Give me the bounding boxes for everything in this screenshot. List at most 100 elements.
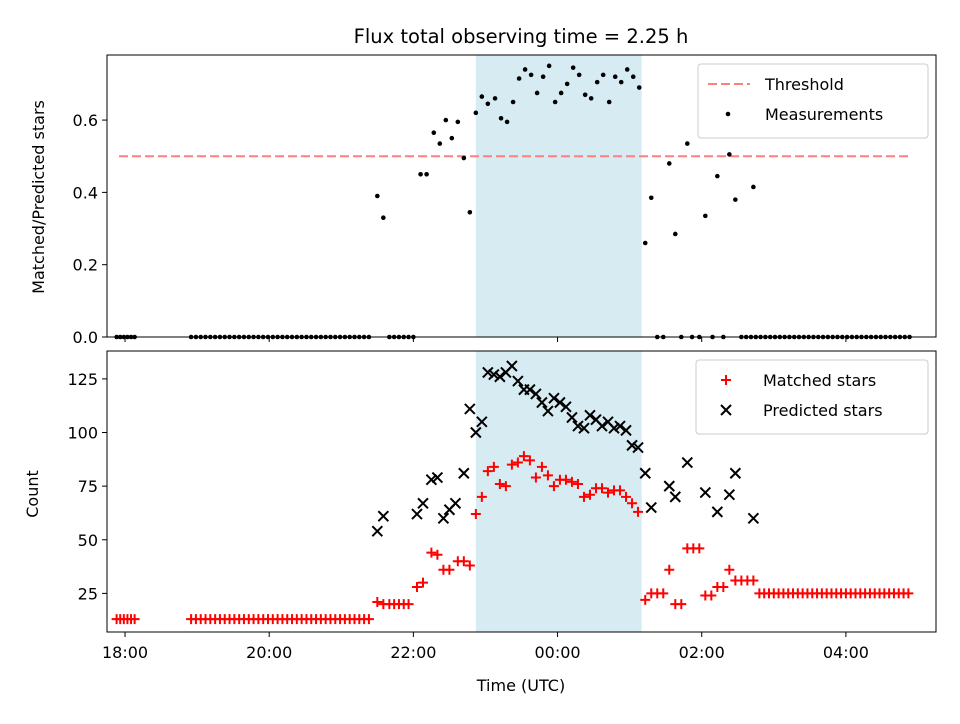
data-point [584, 409, 596, 422]
data-point [608, 422, 620, 434]
data-point [492, 96, 498, 101]
axes-frame [106, 54, 937, 338]
data-point [733, 197, 738, 202]
x-tick-label: 02:00 [679, 643, 725, 662]
panel-1: 0.0 0.2 0.4 0.6 Threshold Measurements [73, 54, 937, 347]
data-point [455, 119, 461, 125]
y-tick-label: 0.4 [73, 183, 98, 202]
y-tick-label: 100 [67, 424, 98, 443]
data-point [572, 420, 584, 432]
data-point [467, 209, 473, 215]
data-point [552, 99, 558, 105]
data-point [470, 509, 481, 520]
data-point [566, 411, 578, 424]
panel-2: 25 50 75 100 125 18:00 20:00 22:00 00:00 02:00 04:… [67, 350, 937, 662]
data-point [615, 485, 626, 496]
data-point [500, 481, 511, 492]
data-point [437, 512, 450, 525]
data-point [530, 388, 542, 400]
data-point [612, 74, 618, 79]
series-1 [111, 451, 914, 625]
data-point [582, 92, 588, 98]
data-point [506, 459, 517, 470]
data-point [576, 72, 582, 78]
legend-swatch [720, 404, 732, 416]
data-point [558, 90, 564, 96]
data-point [564, 81, 570, 87]
data-point [627, 498, 638, 509]
axes-frame [106, 350, 937, 633]
data-point [718, 581, 729, 592]
data-point [694, 543, 705, 554]
data-point [512, 457, 523, 468]
data-point [663, 480, 675, 492]
series-2 [371, 360, 760, 537]
data-point [534, 90, 540, 96]
data-point [588, 96, 594, 101]
data-point [437, 141, 443, 146]
data-point [640, 594, 651, 605]
data-point [512, 375, 524, 387]
data-point [542, 470, 553, 481]
data-point [528, 72, 534, 78]
data-point [470, 426, 482, 439]
legend-label: Measurements [765, 105, 883, 124]
data-point [476, 416, 488, 428]
data-point [648, 195, 654, 201]
data-point [449, 497, 462, 510]
data-point [566, 476, 577, 487]
data-point [524, 383, 536, 396]
data-point [372, 596, 383, 607]
data-point [482, 366, 494, 379]
data-point [444, 564, 455, 575]
data-point [711, 506, 724, 518]
x-tick-label: 04:00 [823, 643, 869, 662]
y-tick-label: 0.2 [73, 256, 98, 275]
shaded-interval [475, 55, 642, 337]
data-point [600, 72, 606, 78]
y-tick-label: 0.6 [73, 111, 98, 130]
data-point [546, 63, 552, 69]
data-point [903, 588, 914, 599]
data-point [666, 161, 672, 166]
data-point [425, 473, 438, 486]
data-point [642, 240, 648, 246]
data-point [596, 420, 608, 432]
data-point [381, 215, 386, 220]
data-point [431, 130, 437, 136]
data-point [464, 560, 475, 571]
data-point [572, 478, 583, 489]
data-point [536, 461, 547, 472]
data-point [669, 491, 681, 503]
data-point [518, 451, 529, 462]
data-point [458, 556, 469, 567]
data-point [417, 577, 428, 588]
data-point [449, 135, 455, 141]
data-point [578, 422, 590, 434]
data-point [411, 581, 422, 592]
x-tick-label: 00:00 [534, 643, 580, 662]
chart-title: Flux total observing time = 2.25 h [354, 25, 689, 48]
data-point [377, 510, 390, 522]
top-y-axis-label: Matched/Predicted stars [29, 100, 48, 294]
data-point [363, 614, 374, 625]
data-point [570, 65, 576, 70]
bottom-y-axis-label: Count [23, 470, 42, 518]
data-point [417, 497, 429, 510]
legend-label: Threshold [764, 75, 844, 94]
data-point [626, 439, 638, 452]
data-point [727, 152, 732, 157]
data-point [699, 486, 712, 499]
data-point [461, 155, 467, 161]
data-point [542, 405, 554, 417]
y-tick-label: 50 [78, 531, 98, 550]
data-point [426, 547, 437, 558]
data-point [664, 564, 675, 575]
data-point [432, 549, 443, 560]
data-point [703, 213, 708, 219]
data-point [375, 193, 380, 199]
legend-swatch [725, 111, 731, 117]
data-point [584, 489, 595, 500]
data-point [672, 231, 678, 237]
